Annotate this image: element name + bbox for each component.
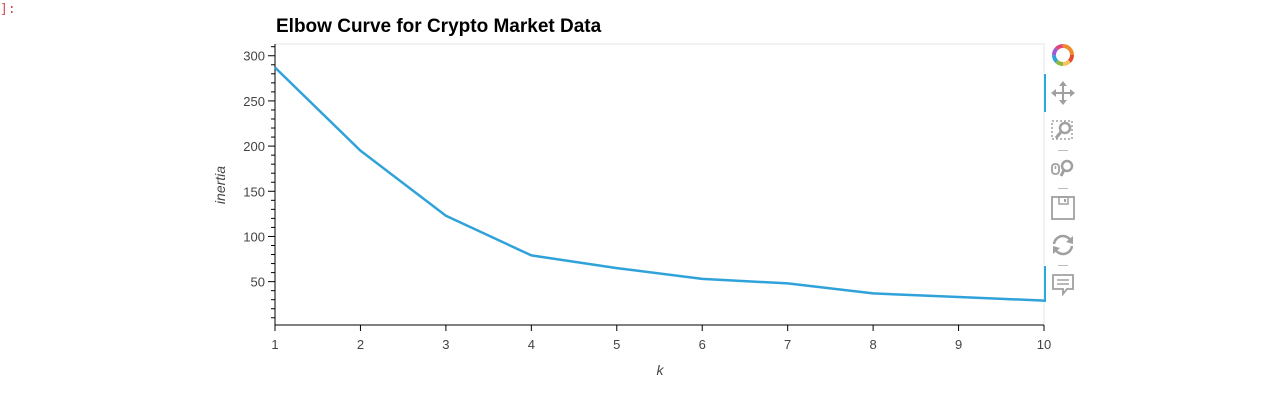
reset-icon[interactable] [1050,232,1076,258]
hover-active-indicator [1044,266,1046,302]
y-tick-label: 300 [243,49,265,64]
y-tick-label: 150 [243,184,265,199]
x-tick-label: 9 [955,337,962,352]
x-tick-label: 7 [784,337,791,352]
plot-frame [274,43,1045,326]
bokeh-logo-icon[interactable] [1050,42,1076,68]
y-minor-ticks [271,46,275,319]
x-tick-label: 3 [442,337,449,352]
x-ticks: 1 2 3 4 5 6 7 8 9 10 [271,325,1051,352]
y-tick-label: 200 [243,139,265,154]
x-axis-label: k [657,362,665,378]
series-line [274,66,1045,302]
toolbar-separator [1058,150,1068,151]
x-tick-label: 10 [1037,337,1051,352]
x-tick-label: 1 [271,337,278,352]
series-layer [274,66,1045,302]
y-axis-label: inertia [212,166,228,204]
x-tick-label: 6 [699,337,706,352]
x-tick-label: 8 [869,337,876,352]
y-tick-label: 100 [243,229,265,244]
y-major-ticks: 50 100 150 200 250 300 [243,49,275,290]
x-tick-label: 4 [528,337,535,352]
toolbar-separator [1058,265,1068,266]
plot-toolbar [1044,40,1080,310]
pan-active-indicator [1044,74,1046,112]
y-tick-label: 250 [243,94,265,109]
y-tick-label: 50 [251,275,265,290]
toolbar-separator [1058,188,1068,189]
chart-title: Elbow Curve for Crypto Market Data [276,16,602,37]
cell-prompt: ]: [0,2,16,17]
hover-icon[interactable] [1050,272,1076,298]
x-tick-label: 2 [357,337,364,352]
pan-icon[interactable] [1050,80,1076,106]
save-icon[interactable] [1050,195,1076,221]
x-tick-label: 5 [613,337,620,352]
wheel-zoom-icon[interactable] [1050,156,1076,182]
box-zoom-icon[interactable] [1050,117,1076,143]
